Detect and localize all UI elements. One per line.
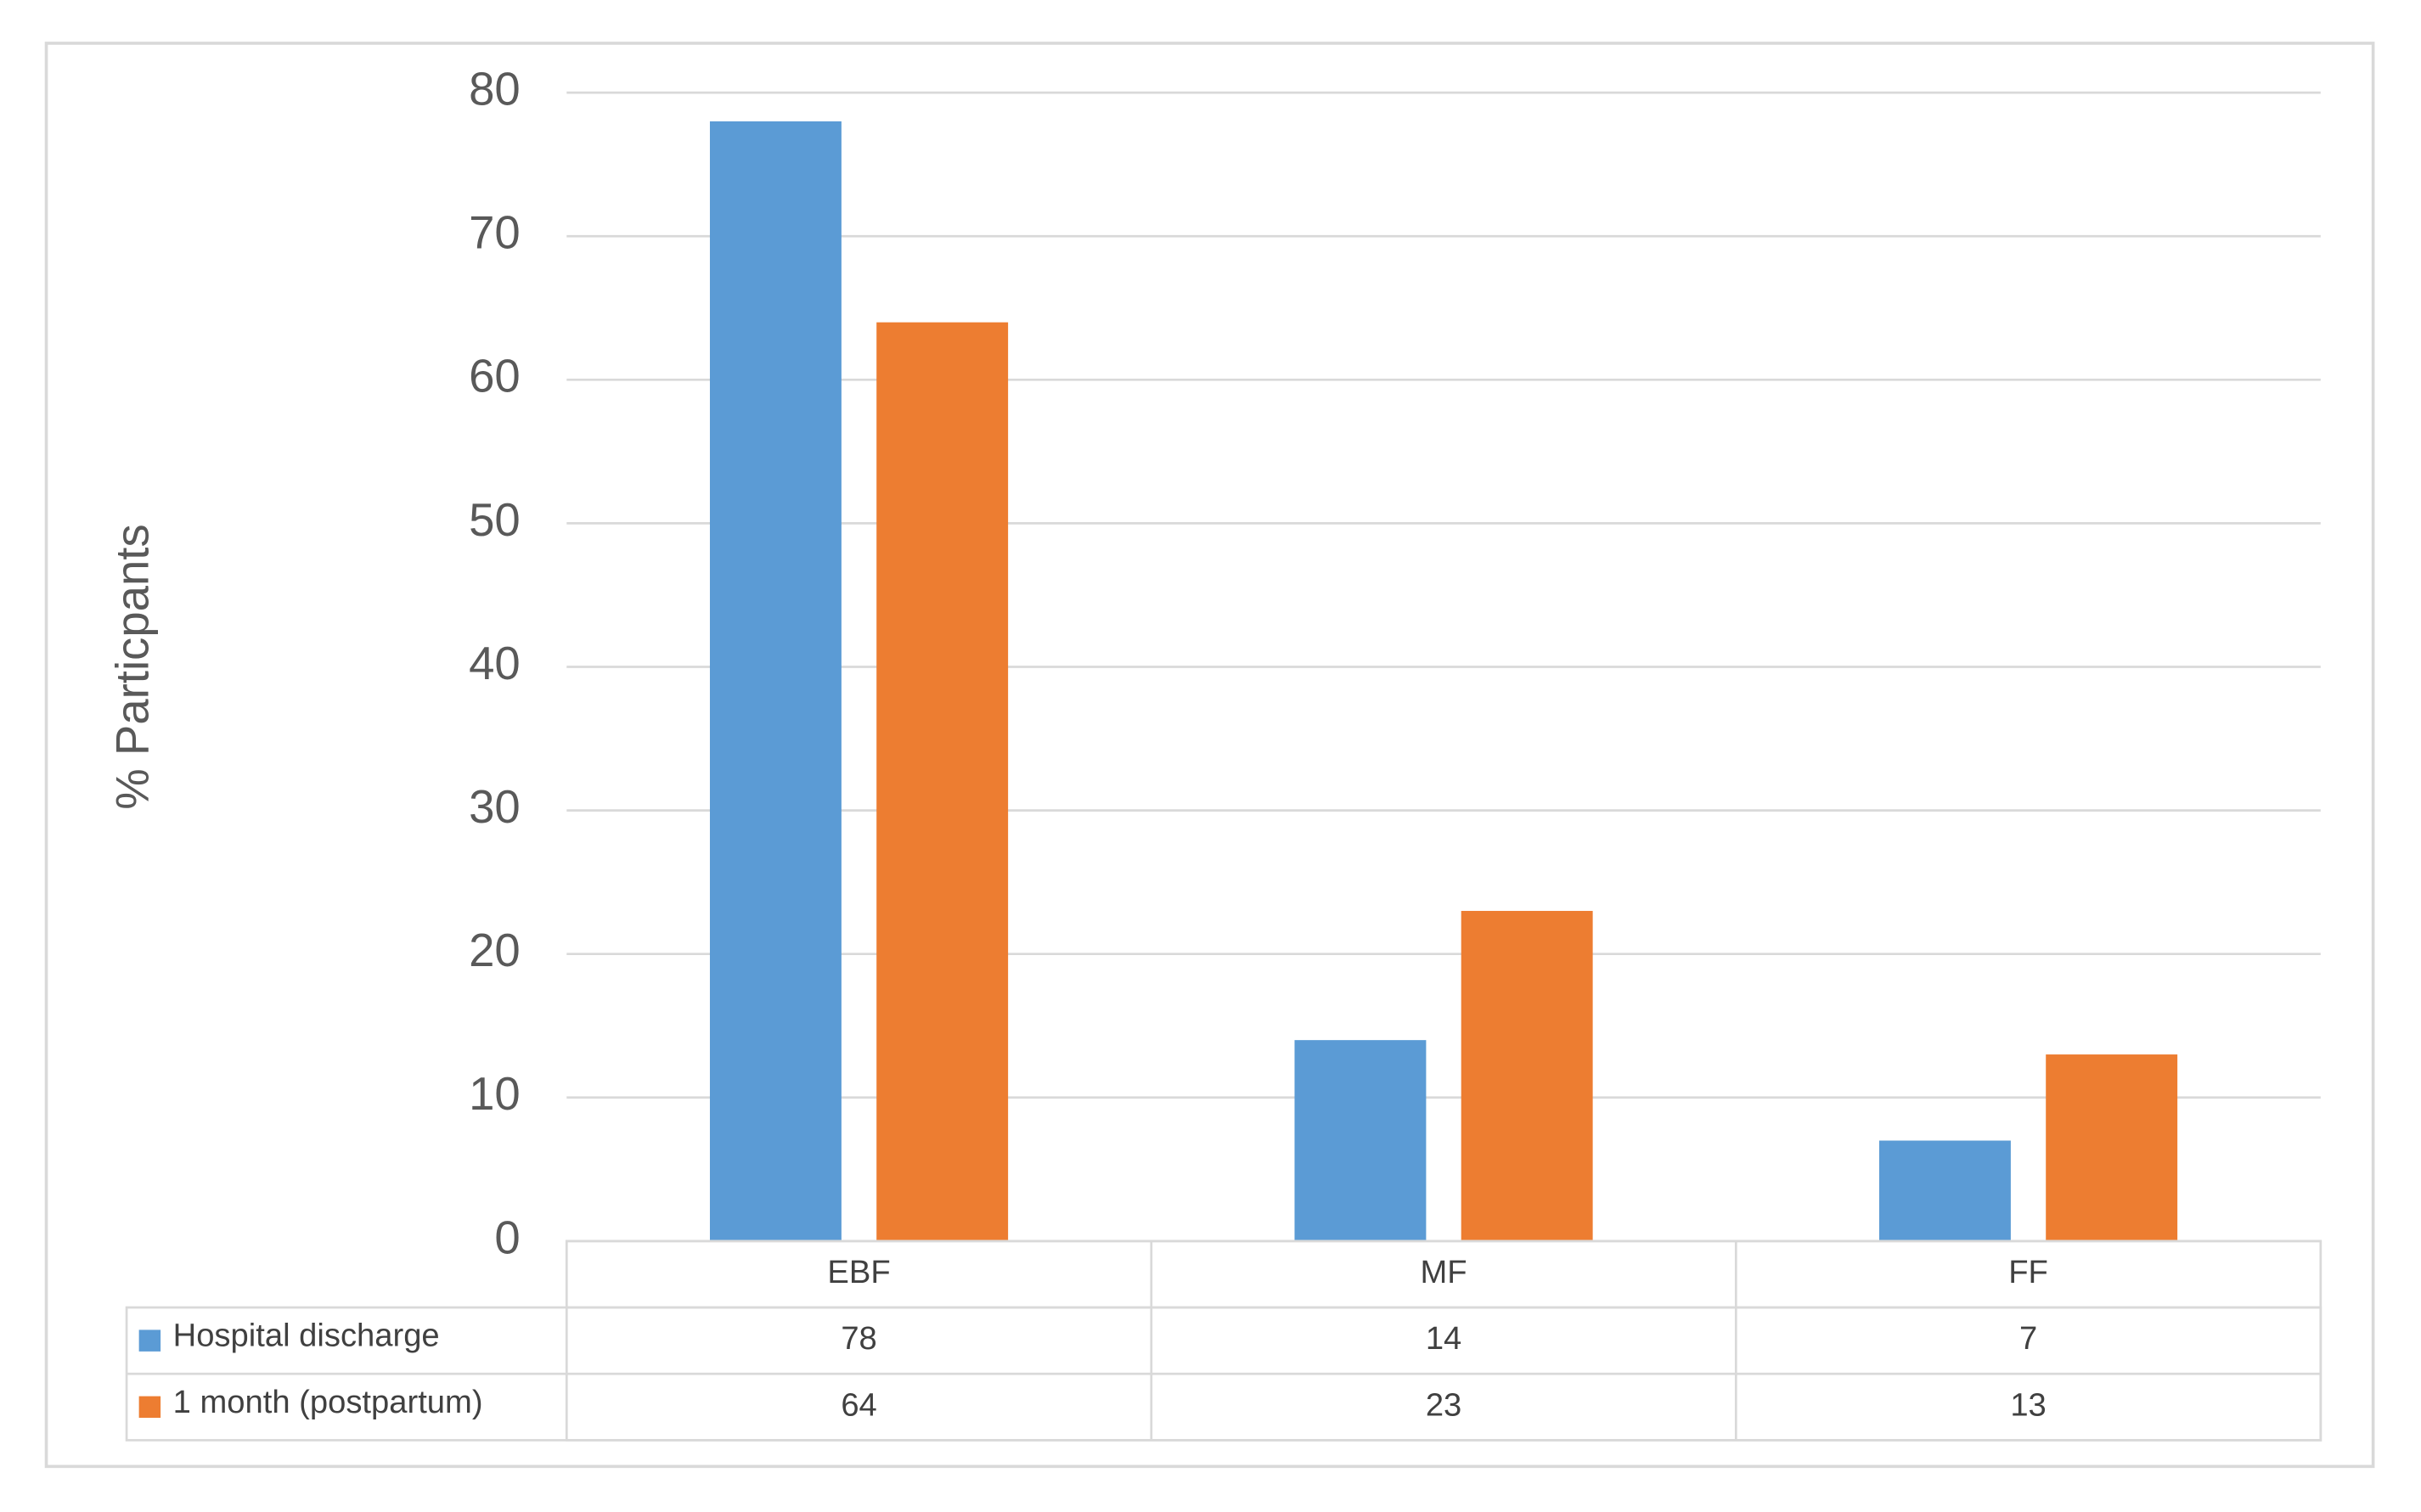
legend-swatch bbox=[138, 1329, 161, 1352]
y-tick-label: 60 bbox=[469, 351, 521, 402]
y-tick-label: 30 bbox=[469, 781, 521, 833]
y-tick-label: 0 bbox=[494, 1211, 520, 1263]
y-tick-label: 10 bbox=[469, 1068, 521, 1120]
y-tick-label: 70 bbox=[469, 207, 521, 259]
y-tick-label: 20 bbox=[469, 925, 521, 976]
x-tick-label: MF bbox=[1420, 1254, 1467, 1290]
bar bbox=[1878, 1140, 2011, 1241]
legend-swatch bbox=[138, 1396, 161, 1419]
x-tick-label: FF bbox=[2008, 1254, 2048, 1290]
y-tick-label: 50 bbox=[469, 494, 521, 546]
chart-frame bbox=[44, 42, 2375, 1469]
y-axis-title: % Particpants bbox=[106, 524, 158, 809]
legend-label: 1 month (postpartum) bbox=[173, 1384, 483, 1420]
legend-label: Hospital discharge bbox=[173, 1318, 440, 1354]
data-label: 78 bbox=[841, 1320, 876, 1357]
bar bbox=[1294, 1040, 1427, 1241]
data-label: 7 bbox=[2019, 1320, 2037, 1357]
data-label: 64 bbox=[841, 1386, 876, 1423]
data-label: 14 bbox=[1426, 1320, 1461, 1357]
y-tick-label: 80 bbox=[469, 64, 521, 115]
data-label: 13 bbox=[2010, 1386, 2046, 1423]
bar bbox=[709, 121, 842, 1241]
bar bbox=[2046, 1054, 2178, 1241]
bar bbox=[876, 322, 1009, 1241]
x-tick-label: EBF bbox=[827, 1254, 890, 1290]
bar bbox=[1461, 910, 1593, 1241]
y-tick-label: 40 bbox=[469, 638, 521, 689]
data-label: 23 bbox=[1426, 1386, 1461, 1423]
